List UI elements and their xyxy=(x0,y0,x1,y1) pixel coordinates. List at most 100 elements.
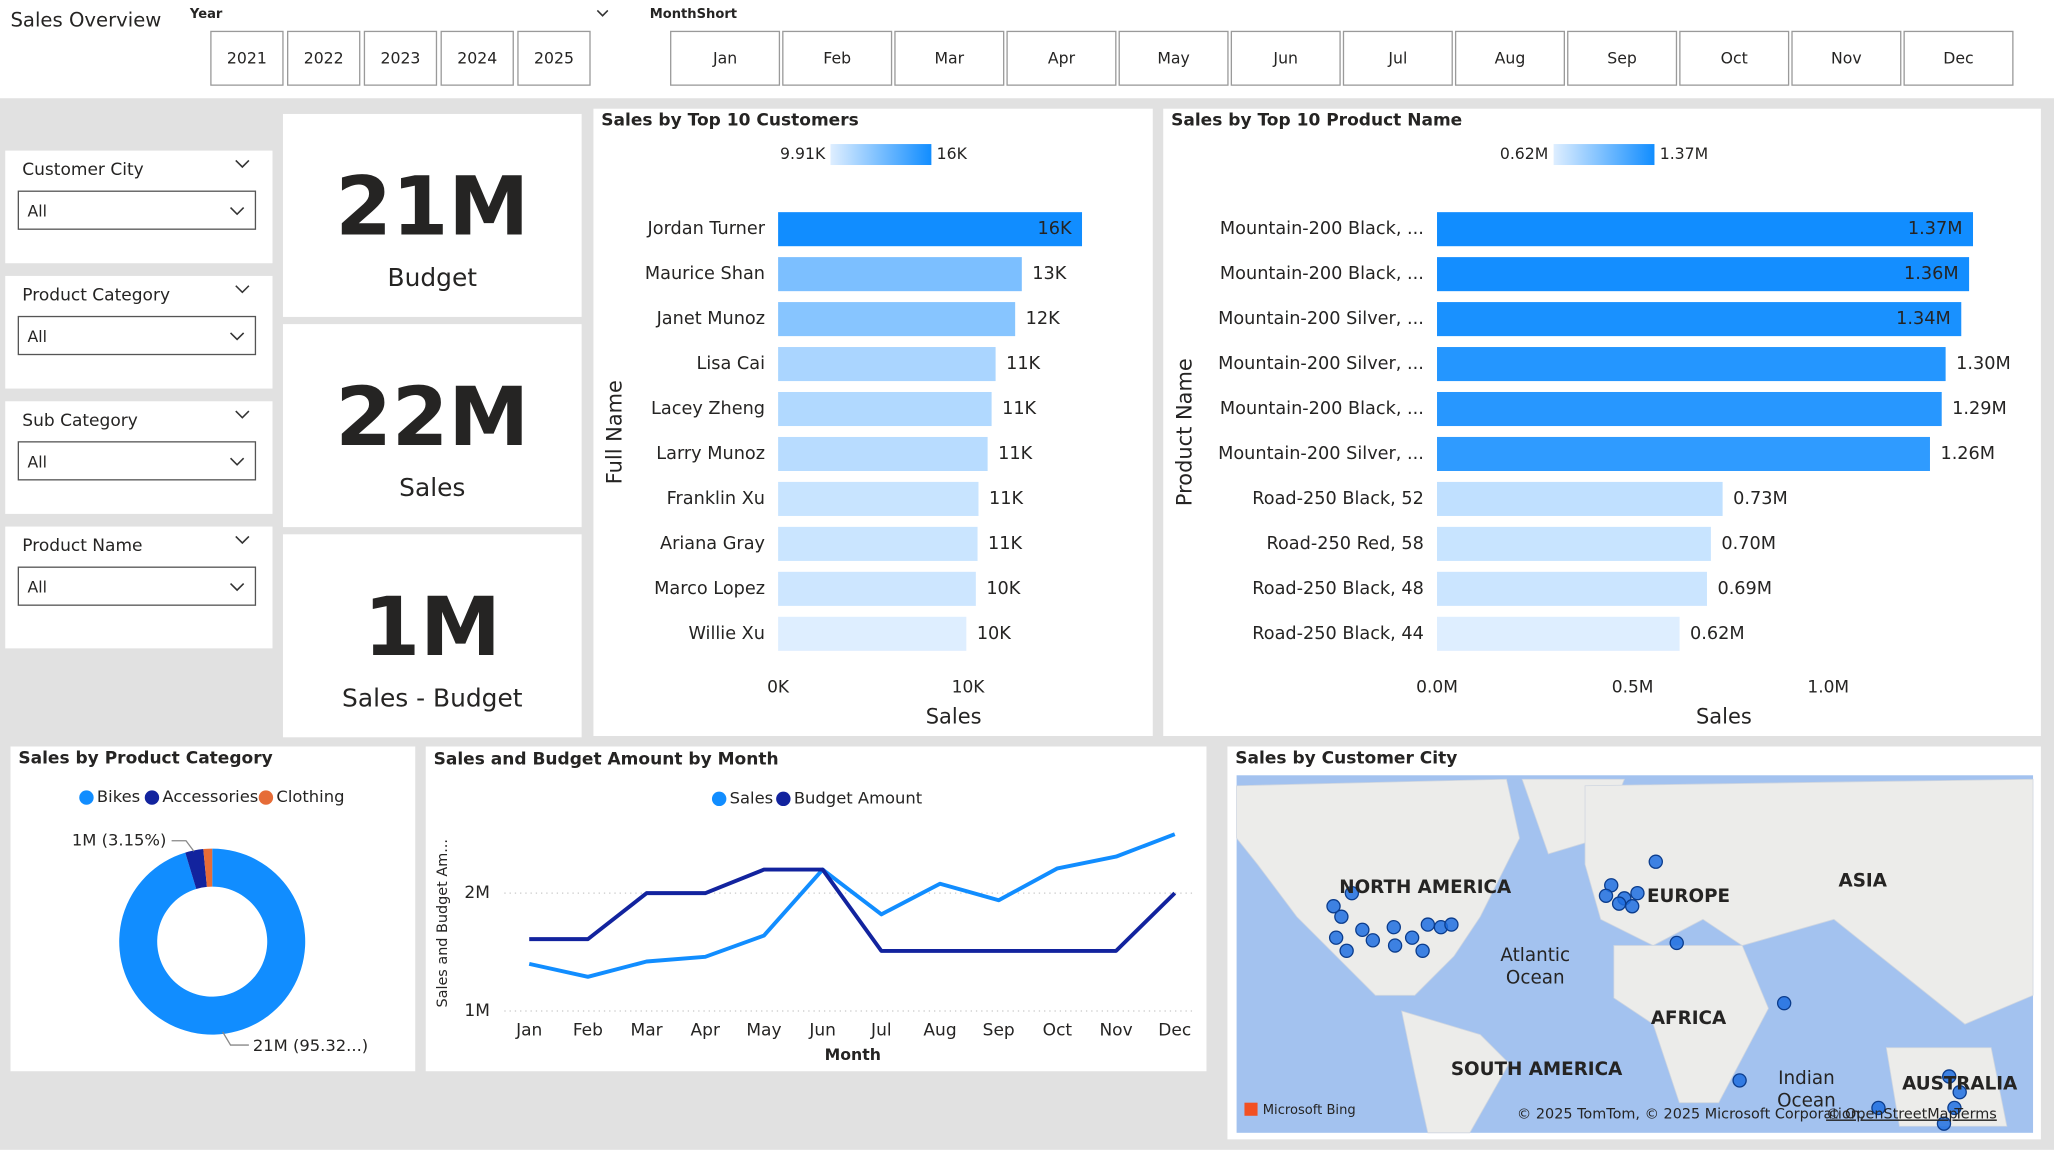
map-point xyxy=(1624,899,1640,914)
y-tick-label: Mountain-200 Black, ... xyxy=(1220,264,1424,284)
map-point xyxy=(1386,919,1401,935)
data-label: 0.70M xyxy=(1721,534,1776,554)
map-point xyxy=(1344,885,1360,901)
map-ocean-label: Ocean xyxy=(1506,967,1565,988)
month-button[interactable] xyxy=(670,30,781,86)
data-label: 11K xyxy=(1002,399,1036,419)
y-tick-label: Larry Munoz xyxy=(656,444,765,464)
month-button[interactable] xyxy=(1118,30,1229,86)
map-point xyxy=(1630,885,1645,901)
map-ocean-label: Indian xyxy=(1778,1068,1835,1089)
month-button[interactable] xyxy=(894,30,1005,86)
map-region-label: SOUTH AMERICA xyxy=(1451,1059,1623,1080)
card-panel xyxy=(282,534,582,738)
card-value: 22M xyxy=(335,371,529,465)
map-land xyxy=(1885,1047,2008,1127)
year-button[interactable] xyxy=(517,30,591,86)
data-label: 1.30M xyxy=(1956,354,2011,374)
slicer-dropdown[interactable] xyxy=(17,315,257,356)
donut-slice xyxy=(185,849,207,889)
card-value: 21M xyxy=(335,161,529,255)
y-tick-label: Road-250 Black, 52 xyxy=(1252,489,1424,509)
data-label: 16K xyxy=(1037,219,1071,239)
legend-marker xyxy=(258,790,274,805)
bar xyxy=(778,302,1016,337)
data-label: 11K xyxy=(988,534,1022,554)
x-tick-label: Oct xyxy=(1043,1021,1073,1041)
month-button-label: Apr xyxy=(1048,48,1076,67)
month-button[interactable] xyxy=(1679,30,1790,86)
bar xyxy=(778,347,996,382)
year-button[interactable] xyxy=(363,30,438,86)
slicer-value: All xyxy=(28,327,47,346)
map-point xyxy=(1669,935,1684,951)
map-point xyxy=(1326,899,1341,914)
legend-max-label: 1.37M xyxy=(1660,144,1709,163)
map-land xyxy=(1236,778,1520,996)
chart-title: Sales by Product Category xyxy=(18,748,272,768)
legend-marker xyxy=(711,791,727,807)
chevron xyxy=(235,159,250,169)
card-panel xyxy=(282,113,582,317)
map-terms-link: Terms xyxy=(1953,1106,1996,1122)
month-button-label: Sep xyxy=(1607,48,1637,67)
map-point xyxy=(1936,1116,1952,1131)
bar xyxy=(778,571,976,606)
month-button-label: Feb xyxy=(823,48,851,67)
year-slicer-label: Year xyxy=(189,7,223,22)
map-point xyxy=(1941,1069,1957,1084)
chevron xyxy=(235,285,250,294)
map-provider: Microsoft Bing xyxy=(1263,1103,1356,1118)
y-tick-label: Lisa Cai xyxy=(697,354,766,374)
slicer-value: All xyxy=(28,578,47,597)
data-label: 1.29M xyxy=(1952,399,2007,419)
month-button[interactable] xyxy=(1791,30,1902,86)
map-land xyxy=(1613,945,1769,1104)
y-tick-label: Ariana Gray xyxy=(660,534,765,554)
y-tick-label: Mountain-200 Black, ... xyxy=(1220,399,1424,419)
y-tick-label: Franklin Xu xyxy=(667,489,765,509)
year-button-label: 2021 xyxy=(227,48,267,67)
month-button[interactable] xyxy=(1230,30,1341,86)
map-point xyxy=(1444,917,1459,932)
bar xyxy=(1437,571,1707,606)
x-tick-label: Jun xyxy=(808,1021,836,1041)
bar xyxy=(1437,436,1930,471)
x-tick-label: Sep xyxy=(983,1021,1015,1041)
map-point xyxy=(1328,930,1344,945)
month-button-label: Nov xyxy=(1831,48,1862,67)
slicer-dropdown[interactable] xyxy=(17,441,257,481)
map-land xyxy=(1584,778,2034,1025)
data-label: 11K xyxy=(989,489,1023,509)
card-panel xyxy=(282,324,582,528)
map-point xyxy=(1732,1073,1747,1088)
map-point xyxy=(1334,909,1349,924)
y-tick-label: Road-250 Black, 44 xyxy=(1252,624,1424,644)
month-button-label: Jan xyxy=(712,48,737,67)
bar xyxy=(778,481,979,516)
year-button[interactable] xyxy=(210,30,284,86)
slicer-dropdown[interactable] xyxy=(17,190,257,230)
month-button-label: Mar xyxy=(934,48,964,67)
month-button-label: Dec xyxy=(1943,48,1973,67)
slicer-dropdown[interactable] xyxy=(17,566,257,606)
y-tick-label: Mountain-200 Silver, ... xyxy=(1218,444,1424,464)
data-label: 13K xyxy=(1032,264,1066,284)
map-point xyxy=(1404,930,1420,945)
month-button-label: Jul xyxy=(1387,48,1407,67)
month-button[interactable] xyxy=(1567,30,1678,86)
month-button[interactable] xyxy=(782,30,893,86)
month-button[interactable] xyxy=(1342,30,1453,86)
month-button[interactable] xyxy=(1903,30,2014,86)
data-label: 1.26M xyxy=(1940,444,1995,464)
legend-marker xyxy=(144,790,160,805)
y-axis-title: Product Name xyxy=(1173,358,1197,506)
card-value: 1M xyxy=(364,581,501,675)
month-button[interactable] xyxy=(1454,30,1565,86)
year-button[interactable] xyxy=(440,30,514,86)
y-tick-label: Marco Lopez xyxy=(654,579,765,599)
month-button[interactable] xyxy=(1006,30,1117,86)
year-button[interactable] xyxy=(287,30,361,86)
bar xyxy=(1437,481,1723,516)
bar xyxy=(1437,257,1970,292)
